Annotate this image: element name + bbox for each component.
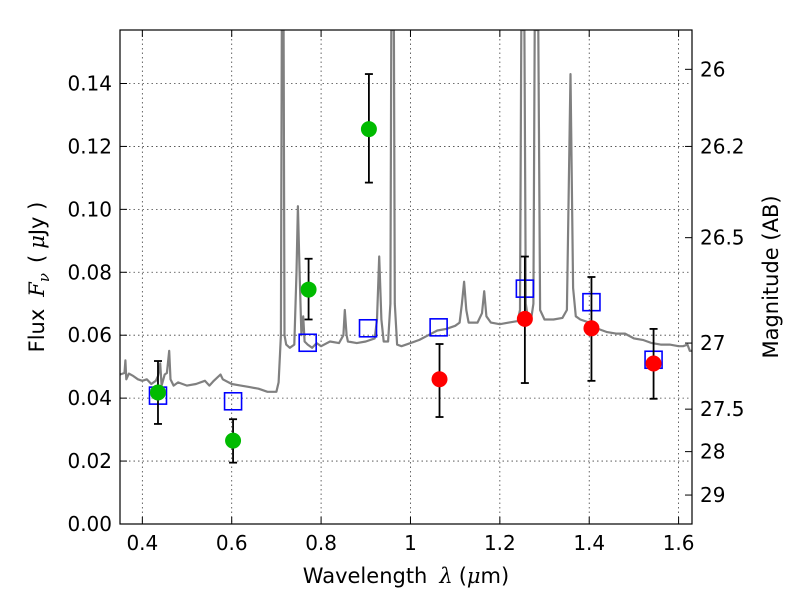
x-tick-label: 1 (404, 531, 417, 555)
y-tick-label: 0.10 (67, 197, 112, 221)
x-tick-label: 1.6 (663, 531, 695, 555)
x-tick-label: 0.4 (126, 531, 158, 555)
flux-marker (431, 371, 448, 388)
x-tick-label: 1.2 (484, 531, 516, 555)
photometry-point (149, 360, 166, 425)
spectrum-line (120, 30, 692, 393)
y2-tick-label: 29 (700, 483, 725, 507)
plot-area (120, 30, 692, 524)
x-tick-label: 0.8 (305, 531, 337, 555)
y2-tick-label: 26.5 (700, 226, 745, 250)
y2-tick-label: 28 (700, 440, 725, 464)
y2-tick-label: 26 (700, 57, 725, 81)
photometry-point (583, 276, 600, 382)
y2-tick-label: 27.5 (700, 397, 745, 421)
photometry-point (431, 343, 448, 418)
x-tick-label: 1.4 (573, 531, 605, 555)
plot-frame (119, 29, 693, 525)
y-axis-label: FluxFν(μJy ) (25, 202, 53, 353)
flux-marker (583, 320, 600, 337)
photometry-point (360, 73, 377, 184)
photometry-point (300, 257, 317, 321)
flux-marker (360, 121, 377, 138)
photometry-point (225, 418, 242, 464)
flux-marker (516, 310, 533, 327)
y-tick-label: 0.04 (67, 386, 112, 410)
x-axis-label: Wavelength λ (μm) (303, 564, 509, 588)
y-tick-label: 0.14 (67, 71, 112, 95)
grid (120, 30, 692, 524)
flux-marker (225, 432, 242, 449)
y-tick-label: 0.06 (67, 323, 112, 347)
flux-marker (149, 384, 166, 401)
ticks: 0.4 0.6 0.8 1 1.2 1.4 1.6 0.00 0.02 0.04 0.06 0.08 0… (67, 30, 745, 555)
model-square (429, 318, 448, 337)
model-square (223, 391, 243, 411)
data-layer (120, 30, 692, 464)
y-tick-label: 0.08 (67, 260, 112, 284)
flux-marker (300, 281, 317, 298)
y-tick-label: 0.02 (67, 449, 112, 473)
model-square (358, 318, 378, 338)
x-tick-label: 0.6 (216, 531, 248, 555)
y-tick-label: 0.12 (67, 134, 112, 158)
model-square (298, 333, 317, 353)
y2-tick-label: 26.2 (700, 134, 745, 158)
photometry-point (516, 255, 533, 384)
y2-axis-label: Magnitude (AB) (759, 195, 783, 358)
flux-marker (645, 355, 662, 372)
y-tick-label: 0.00 (67, 512, 112, 536)
photometry-point (645, 328, 662, 400)
y2-tick-label: 27 (700, 331, 725, 355)
